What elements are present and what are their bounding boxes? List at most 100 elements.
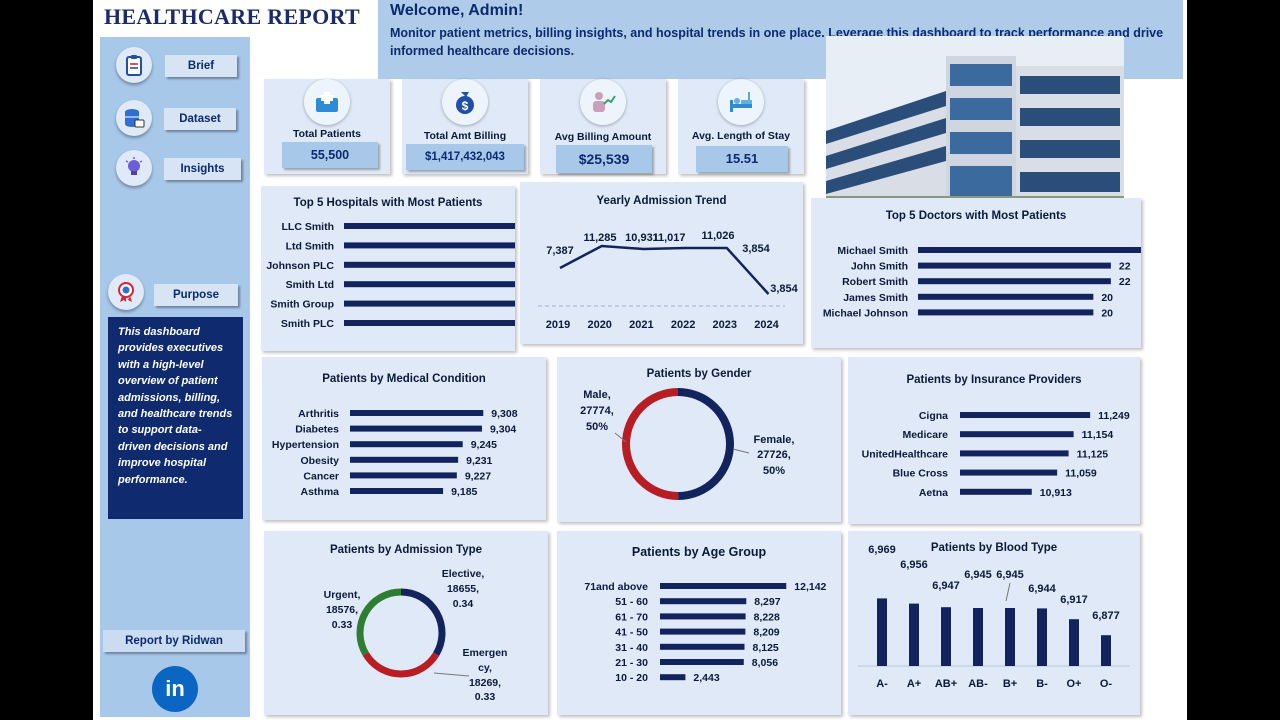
hospital-building-image (826, 36, 1124, 203)
bar-category-label: 10 - 20 (615, 672, 648, 684)
kpi-total-patients: Total Patients 55,500 (264, 79, 390, 174)
slice-label: Urgent, (324, 589, 361, 601)
data-label: 11,026 (701, 230, 734, 242)
slice-label: 0.34 (453, 598, 474, 610)
bar-category-label: Johnson PLC (266, 260, 334, 272)
nav-insights-button[interactable]: Insights (164, 158, 241, 180)
kpi-label: Avg. Length of Stay (691, 130, 791, 142)
bar-category-label: UnitedHealthcare (862, 448, 949, 460)
bar-category-label: 71and above (584, 581, 648, 593)
bar-value-label: 8,297 (754, 596, 780, 608)
slice-label: 50% (763, 465, 785, 477)
bar-value-label: 9,231 (466, 455, 492, 467)
bar (918, 309, 1094, 316)
slice-label: Male, (583, 389, 611, 401)
bar (918, 293, 1094, 300)
panel-doctors: Top 5 Doctors with Most Patients Michael… (811, 198, 1141, 348)
bar-value-label: 9,304 (490, 424, 516, 436)
x-tick-label: AB+ (935, 678, 957, 690)
slice-label: 18655, (447, 583, 479, 595)
x-tick-label: 2019 (546, 319, 570, 331)
chart-title: Patients by Gender (646, 368, 752, 380)
donut-slice (677, 388, 735, 500)
x-tick-label: O+ (1067, 678, 1082, 690)
kpi-value: $1,417,432,043 (406, 144, 524, 170)
slice-label: Elective, (442, 568, 485, 580)
bar (350, 488, 444, 494)
data-label: 7,387 (546, 245, 574, 257)
purpose-label: Purpose (154, 284, 238, 306)
bar (660, 613, 746, 620)
bar-value-label: 11,249 (1098, 410, 1130, 422)
leader-line (433, 672, 470, 677)
panel-yearly: Yearly Admission Trend 7,387 11,285 10,931… (520, 182, 803, 344)
bar (350, 425, 482, 432)
bar (960, 450, 1069, 457)
kpi-length-of-stay: Avg. Length of Stay 15.51 (678, 79, 804, 174)
slice-label: Female, (754, 434, 795, 446)
bar-category-label: James Smith (843, 292, 908, 304)
kpi-label: Avg Billing Amount (554, 131, 652, 143)
bar (660, 598, 747, 605)
chart-title: Patients by Admission Type (329, 544, 483, 556)
bar (660, 643, 745, 650)
bar-category-label: Michael Johnson (823, 307, 908, 319)
nav-brief-button[interactable]: Brief (165, 55, 237, 77)
panel-admission: Patients by Admission Type Urgent, 18576,… (264, 531, 548, 715)
chart-title: Top 5 Doctors with Most Patients (885, 210, 1067, 222)
bar (960, 488, 1032, 495)
chart-title: Patients by Insurance Providers (906, 374, 1082, 386)
insurance-chart: Cigna 11,249 Medicare 11,154 UnitedHealthcar… (862, 410, 1130, 499)
hospitals-chart: LLC Smith44Ltd Smith39Johnson PLC38Smith… (266, 221, 515, 330)
lightbulb-icon[interactable] (116, 150, 152, 186)
chart-title: Patients by Age Group (631, 545, 767, 559)
bar-value-label: 10,913 (1040, 487, 1072, 499)
bar-category-label: Medicare (902, 429, 948, 441)
donut-slice (622, 388, 679, 500)
bar-category-label: LLC Smith (282, 221, 335, 233)
age-chart: 71and above 12,142 51 - 60 8,297 61 - 70 8,22… (584, 581, 826, 684)
bar-value-label: 22 (1119, 261, 1131, 273)
bar-value-label: 6,877 (1092, 610, 1120, 622)
data-label: 11,285 (583, 232, 616, 244)
bar-value-label: 11,059 (1065, 468, 1097, 480)
bar (918, 262, 1111, 269)
nav-dataset-button[interactable]: Dataset (164, 108, 236, 130)
x-tick-label: B- (1036, 678, 1048, 690)
x-tick-label: 2022 (671, 319, 695, 331)
kpi-label: Total Amt Billing (423, 130, 507, 142)
bar-category-label: Cancer (303, 470, 339, 482)
panel-hospitals: Top 5 Hospitals with Most Patients LLC S… (261, 186, 515, 351)
admission-chart: Urgent, 18576, 0.33 Elective, 18655, 0.34 Emer… (324, 568, 508, 703)
slice-label: cy, (478, 662, 492, 674)
svg-text:$: $ (462, 99, 469, 113)
kpi-value: 15.51 (696, 146, 788, 172)
bar-value-label: 6,944 (1028, 583, 1056, 595)
bar (877, 598, 887, 666)
report-by-label: Report by Ridwan (103, 630, 245, 652)
linkedin-icon[interactable]: in (152, 666, 198, 712)
bar (344, 261, 515, 268)
bar-value-label: 6,969 (868, 544, 896, 556)
bar (960, 412, 1091, 418)
bar-category-label: Asthma (300, 486, 339, 498)
bar-category-label: Ltd Smith (286, 240, 334, 252)
bar-value-label: 8,228 (754, 611, 780, 623)
slice-label: 27774, (580, 405, 614, 417)
bar-value-label: 22 (1119, 276, 1131, 288)
clipboard-icon[interactable] (116, 47, 152, 83)
bar (660, 659, 744, 665)
database-icon[interactable] (116, 100, 152, 136)
trend-line (559, 244, 770, 295)
panel-age: Patients by Age Group 71and above 12,142 5… (557, 531, 841, 715)
chart-title: Patients by Medical Condition (322, 373, 486, 385)
bar-value-label: 20 (1101, 292, 1113, 304)
bar (909, 603, 919, 666)
kpi-label: Total Patients (292, 128, 362, 140)
chart-title: Patients by Blood Type (930, 542, 1058, 554)
bar (344, 223, 515, 229)
bar (1069, 619, 1079, 666)
bar-category-label: Arthritis (298, 408, 339, 420)
kpi-value: 55,500 (282, 142, 378, 168)
